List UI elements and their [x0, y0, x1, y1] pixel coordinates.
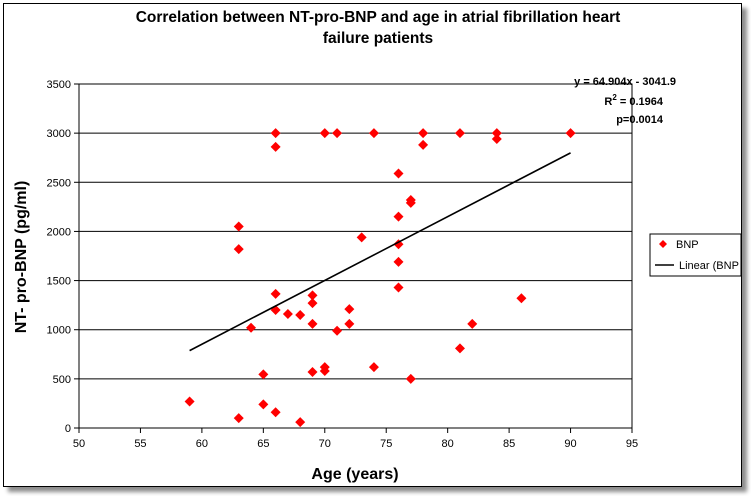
- data-point: [233, 244, 244, 255]
- data-point: [393, 211, 404, 222]
- data-point: [491, 134, 502, 145]
- x-tick-label: 90: [564, 438, 576, 450]
- y-tick-label: 2000: [47, 226, 71, 238]
- data-point: [295, 309, 306, 320]
- chart-title-line-1: Correlation between NT-pro-BNP and age i…: [136, 9, 621, 26]
- data-point: [184, 396, 195, 407]
- gridlines: [79, 83, 632, 380]
- data-point: [319, 362, 330, 373]
- p-value-label: p=0.0014: [616, 114, 664, 126]
- data-point: [233, 221, 244, 232]
- data-points: [184, 128, 576, 428]
- data-point: [368, 362, 379, 373]
- legend-label-bnp: BNP: [676, 239, 699, 251]
- data-point: [270, 407, 281, 418]
- chart-title-line-2: failure patients: [323, 30, 433, 47]
- data-point: [405, 194, 416, 205]
- data-point: [246, 322, 257, 333]
- y-tick-label: 500: [53, 374, 71, 386]
- x-tick-label: 70: [319, 438, 331, 450]
- data-point: [491, 128, 502, 139]
- trend-line: [189, 152, 571, 352]
- data-point: [332, 128, 343, 139]
- data-point: [356, 232, 367, 243]
- data-point: [344, 318, 355, 329]
- legend-label-linear: Linear (BNP: [679, 260, 739, 272]
- data-point: [516, 293, 527, 304]
- data-point: [270, 128, 281, 139]
- x-tick-label: 85: [503, 438, 515, 450]
- data-point: [454, 128, 465, 139]
- data-point: [307, 290, 318, 301]
- data-point: [393, 168, 404, 179]
- y-tick-label: 1500: [47, 276, 71, 288]
- r-squared-value: = 0.1964: [617, 96, 664, 108]
- y-tick-label: 1000: [47, 325, 71, 337]
- data-point: [418, 139, 429, 150]
- data-point: [307, 298, 318, 309]
- legend-box: [649, 233, 742, 277]
- data-point: [270, 141, 281, 152]
- data-point: [368, 128, 379, 139]
- data-point: [258, 369, 269, 380]
- data-point: [307, 366, 318, 377]
- data-point: [270, 288, 281, 299]
- y-tick-label: 3500: [47, 79, 71, 91]
- y-tick-label: 0: [65, 423, 71, 435]
- x-tick-label: 75: [380, 438, 392, 450]
- data-point: [295, 417, 306, 428]
- r-squared-prefix: R: [604, 96, 612, 108]
- x-tick-label: 65: [257, 438, 269, 450]
- y-axis-ticks: 0 500 1000 1500 2000 2500 3000 3500: [47, 79, 79, 435]
- x-axis-ticks: 50 55 60 65 70 75 80 85 90 95: [73, 428, 638, 450]
- plot-area: [78, 83, 633, 429]
- y-tick-label: 2500: [47, 177, 71, 189]
- data-point: [393, 282, 404, 293]
- data-point: [258, 399, 269, 410]
- y-axis-title: NT- pro-BNP (pg/ml): [13, 181, 30, 334]
- x-tick-label: 50: [73, 438, 85, 450]
- r-squared-exponent: 2: [612, 93, 617, 102]
- data-point: [393, 256, 404, 267]
- data-point: [454, 343, 465, 354]
- data-point: [467, 318, 478, 329]
- legend-marker-bnp: [659, 240, 667, 248]
- x-tick-label: 60: [196, 438, 208, 450]
- data-point: [307, 318, 318, 329]
- equation-label: y = 64.904x - 3041.9: [574, 76, 676, 88]
- data-point: [565, 128, 576, 139]
- data-point: [319, 128, 330, 139]
- y-tick-label: 3000: [47, 128, 71, 140]
- x-tick-label: 80: [442, 438, 454, 450]
- data-point: [405, 373, 416, 384]
- r-squared-label: R2 = 0.1964: [604, 93, 663, 108]
- data-point: [344, 304, 355, 315]
- x-axis-title: Age (years): [311, 466, 398, 483]
- legend: BNP Linear (BNP: [649, 233, 742, 277]
- data-point: [418, 128, 429, 139]
- data-point: [332, 325, 343, 336]
- x-tick-label: 55: [134, 438, 146, 450]
- data-point: [233, 413, 244, 424]
- x-tick-label: 95: [626, 438, 638, 450]
- data-point: [282, 308, 293, 319]
